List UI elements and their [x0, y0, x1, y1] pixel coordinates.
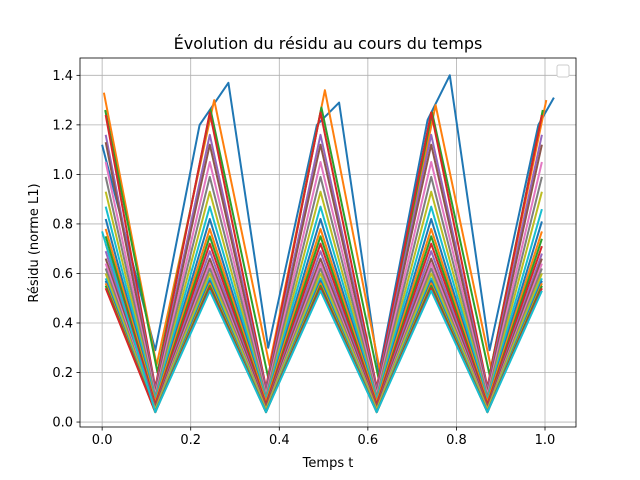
series-line-9: [104, 190, 543, 401]
x-tick-label: 1.0: [535, 433, 556, 448]
series-line-2: [102, 89, 548, 374]
y-axis-label: Résidu (norme L1): [27, 183, 42, 302]
series-line-12: [104, 227, 543, 404]
legend: [556, 64, 570, 78]
series-group: [101, 74, 555, 414]
y-tick-label: 1.2: [52, 118, 73, 133]
chart-title: Évolution du résidu au cours du temps: [174, 34, 483, 53]
series-line-19: [104, 272, 543, 411]
y-tick-label: 0.8: [52, 217, 73, 232]
series-line-6: [104, 142, 543, 394]
series-line-16: [104, 257, 543, 409]
y-tick-label: 0.4: [52, 316, 73, 331]
series-line-8: [104, 175, 543, 399]
axes-frame: [79, 57, 577, 428]
series-line-10: [104, 205, 543, 401]
x-tick-label: 0.4: [269, 433, 290, 448]
series-line-4: [104, 111, 543, 389]
x-axis-label: Temps t: [302, 456, 354, 471]
x-tick-label: 0.8: [446, 433, 467, 448]
x-tick-label: 0.2: [180, 433, 201, 448]
legend-box: [556, 64, 570, 78]
series-line-14: [104, 242, 543, 406]
series-line-5: [104, 133, 543, 391]
y-tick-label: 0.2: [52, 366, 73, 381]
ticks: 0.0 0.2 0.4 0.6 0.8 1.0 0.0 0.2 0.4 0.6 0.8 1.0 1.2 1…: [52, 69, 555, 448]
y-tick-label: 1.0: [52, 168, 73, 183]
y-tick-label: 0.6: [52, 267, 73, 282]
y-tick-label: 0.0: [52, 416, 73, 431]
series-line-25: [101, 231, 543, 414]
y-tick-label: 1.4: [52, 69, 73, 84]
x-tick-label: 0.0: [92, 433, 113, 448]
axes: [79, 57, 577, 428]
x-tick-label: 0.6: [358, 433, 379, 448]
series-line-7: [104, 161, 543, 396]
series-line-1: [101, 74, 555, 374]
